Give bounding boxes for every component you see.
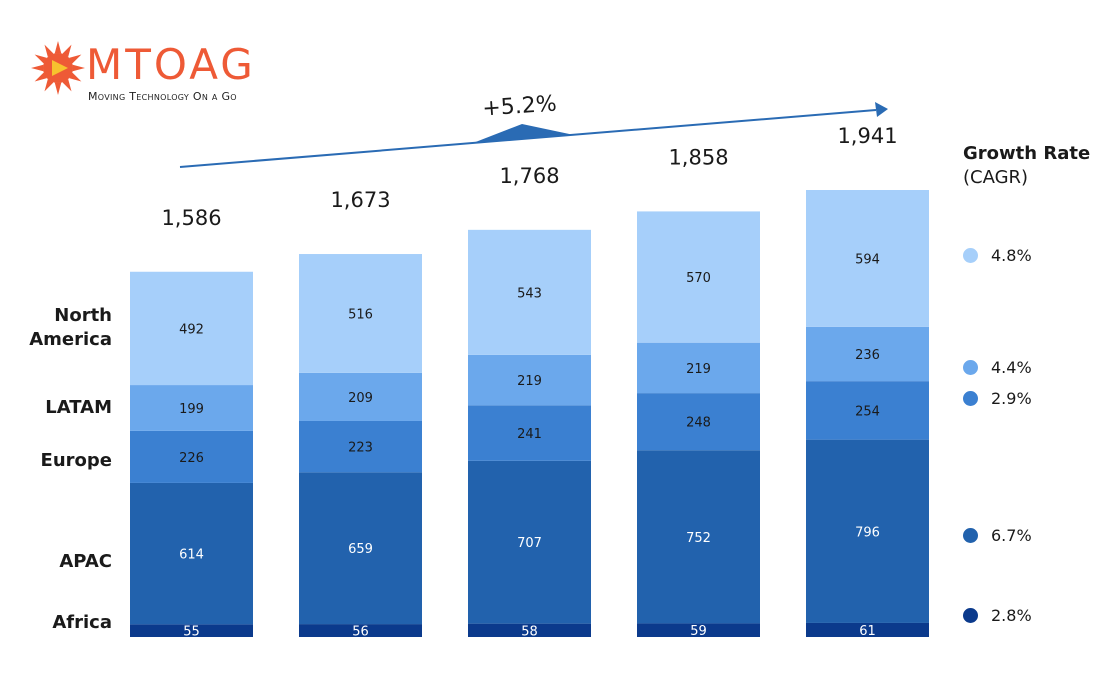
total-label: 1,586 [161,206,221,230]
sun-ray [69,72,82,82]
data-label: 59 [690,624,707,639]
data-label: 707 [517,536,542,551]
data-label: 248 [686,416,711,431]
bar-segment-europe [468,405,591,461]
data-label: 55 [183,625,200,640]
sun-ray [44,79,54,92]
total-label: 1,673 [330,188,390,212]
bar-segment-north-america [299,254,422,373]
data-label: 226 [179,451,204,466]
sun-ray [34,72,47,82]
region-label-europe: Europe [40,449,112,471]
legend-swatch [963,390,978,406]
company-logo: MTOAG Moving Technology On a Go [30,40,280,110]
sun-ray [54,41,62,54]
total-label: 1,858 [668,145,728,169]
legend-swatch [963,527,978,543]
sun-ray [54,82,62,95]
logo-sun-icon [31,41,85,95]
data-label: 516 [348,307,373,322]
logo-wordmark: MTOAG [86,40,256,89]
data-label: 752 [686,531,711,546]
growth-arrow-head [875,102,888,117]
bar-segment-apac [637,450,760,624]
legend-value: 2.9% [991,388,1032,408]
legend-item-north-america: 4.8% [963,245,1032,265]
bar-segment-apac [806,439,929,623]
data-label: 219 [517,374,542,389]
total-label: 1,941 [837,124,897,148]
data-label: 58 [521,624,538,639]
legend-item-latam: 4.4% [963,358,1032,378]
bar-segment-latam [468,354,591,406]
data-label: 254 [855,404,880,419]
bar-segment-latam [637,342,760,394]
growth-label: +5.2% [482,91,558,121]
bar-segment-africa [468,623,591,637]
sun-ray [62,44,72,57]
region-label-africa: Africa [52,611,112,633]
region-label-north-america: North America [29,305,112,351]
data-label: 241 [517,427,542,442]
data-label: 209 [348,391,373,406]
bar-segment-europe [299,420,422,473]
data-label: 570 [686,271,711,286]
data-label: 594 [855,252,880,267]
region-label-latam: LATAM [45,396,112,418]
data-label: 492 [179,322,204,337]
sun-ray [69,54,82,64]
data-label: 614 [179,548,204,563]
bar-segment-africa [806,622,929,637]
data-label: 236 [855,348,880,363]
total-label: 1,768 [499,164,559,188]
bar-segment-latam [299,372,422,421]
bar-segment-africa [130,624,253,637]
legend-item-apac: 6.7% [963,525,1032,545]
sun-ray [62,79,72,92]
bar-segment-apac [130,482,253,625]
bar-segment-north-america [468,229,591,355]
bar-segment-latam [806,326,929,382]
legend-swatch [963,608,978,624]
bar-segment-europe [130,430,253,483]
bar-segment-north-america [806,190,929,327]
data-label: 61 [859,624,876,639]
bar-segment-apac [468,460,591,624]
data-label: 659 [348,542,373,557]
bar-segment-north-america [637,211,760,343]
legend-swatch [963,247,978,263]
logo-tagline: Moving Technology On a Go [88,90,237,103]
bar-segment-apac [299,472,422,625]
sun-ray [72,64,85,72]
bar-segment-europe [806,381,929,440]
bar-segment-africa [637,623,760,637]
legend-swatch [963,360,978,376]
legend-item-europe: 2.9% [963,388,1032,408]
sun-ray [34,54,47,64]
growth-marker [473,124,574,143]
bar-segment-europe [637,393,760,451]
data-label: 56 [352,625,369,640]
data-label: 219 [686,362,711,377]
bar-segment-north-america [130,271,253,386]
region-label-apac: APAC [59,550,112,572]
sun-ray [31,64,44,72]
legend-item-africa: 2.8% [963,606,1032,626]
data-label: 223 [348,441,373,456]
sun-ray [44,44,54,57]
bar-segment-latam [130,385,253,431]
data-label: 796 [855,525,880,540]
legend-subtitle: (CAGR) [963,167,1029,188]
bar-segment-africa [299,624,422,637]
legend-value: 4.8% [991,245,1032,265]
legend-value: 2.8% [991,606,1032,626]
data-label: 199 [179,402,204,417]
data-label: 543 [517,286,542,301]
legend-value: 4.4% [991,358,1032,378]
legend-value: 6.7% [991,525,1032,545]
legend-title: Growth Rate [963,143,1091,164]
